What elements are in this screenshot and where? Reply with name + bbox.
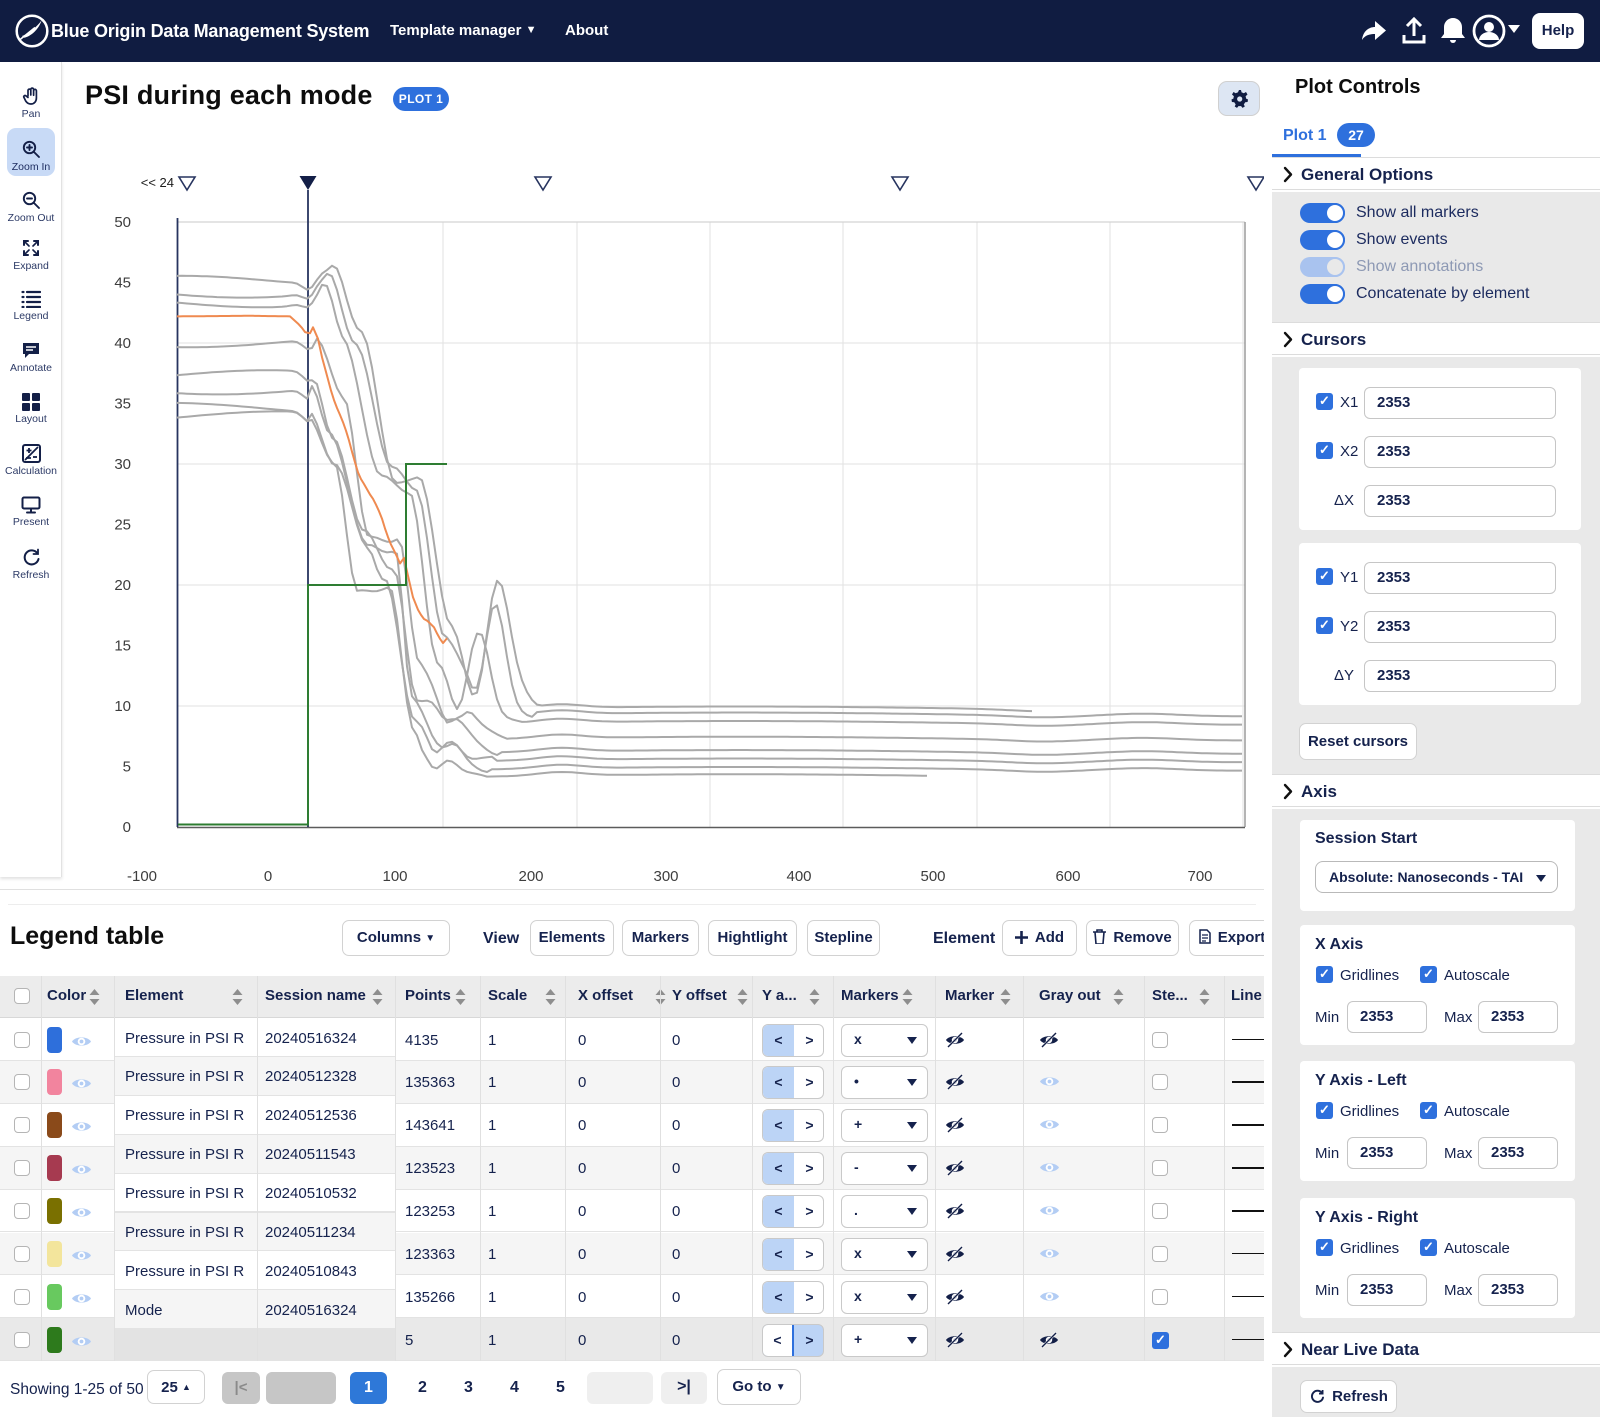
- svg-text:0: 0: [123, 819, 131, 836]
- svg-text:20: 20: [114, 577, 131, 594]
- svg-text:-100: -100: [127, 868, 157, 885]
- svg-text:35: 35: [114, 396, 131, 413]
- svg-text:25: 25: [114, 517, 131, 534]
- svg-text:500: 500: [920, 868, 945, 885]
- svg-text:10: 10: [114, 698, 131, 715]
- svg-text:40: 40: [114, 335, 131, 352]
- svg-text:600: 600: [1055, 868, 1080, 885]
- svg-text:700: 700: [1187, 868, 1212, 885]
- svg-text:<< 24: << 24: [141, 175, 174, 190]
- svg-text:100: 100: [382, 868, 407, 885]
- svg-text:0: 0: [264, 868, 272, 885]
- svg-text:5: 5: [123, 759, 131, 776]
- svg-text:400: 400: [786, 868, 811, 885]
- svg-text:15: 15: [114, 638, 131, 655]
- svg-text:50: 50: [114, 214, 131, 231]
- svg-text:300: 300: [653, 868, 678, 885]
- svg-text:200: 200: [518, 868, 543, 885]
- svg-text:45: 45: [114, 275, 131, 292]
- svg-text:30: 30: [114, 456, 131, 473]
